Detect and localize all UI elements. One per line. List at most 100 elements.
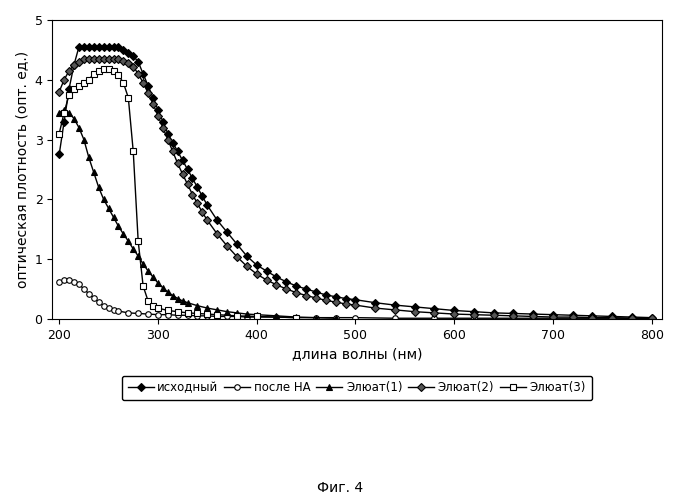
Элюат(3) bbox=[70, 86, 78, 91]
Элюат(1) bbox=[55, 110, 63, 116]
Элюат(1) bbox=[114, 223, 122, 229]
Элюат(3) bbox=[292, 314, 301, 320]
Элюат(3) bbox=[252, 314, 260, 320]
после НА bbox=[80, 286, 88, 292]
Элюат(3) bbox=[75, 82, 83, 88]
после НА bbox=[391, 315, 399, 321]
после НА bbox=[144, 311, 152, 317]
Элюат(1) bbox=[99, 196, 107, 202]
Элюат(1) bbox=[213, 307, 221, 313]
Элюат(3) bbox=[85, 77, 93, 83]
Line: Элюат(3): Элюат(3) bbox=[56, 66, 299, 320]
после НА bbox=[549, 315, 557, 321]
Элюат(3) bbox=[95, 68, 103, 74]
после НА bbox=[109, 307, 118, 313]
Элюат(1) bbox=[144, 268, 152, 274]
после НА bbox=[292, 314, 301, 320]
исходный bbox=[164, 130, 172, 136]
после НА bbox=[273, 314, 281, 320]
после НА bbox=[470, 315, 478, 321]
Элюат(3) bbox=[114, 72, 122, 78]
Элюат(1) bbox=[134, 253, 142, 259]
Элюат(3) bbox=[105, 66, 113, 72]
Элюат(1) bbox=[173, 296, 182, 302]
Элюат(1) bbox=[312, 314, 320, 320]
Line: после НА: после НА bbox=[56, 277, 654, 321]
после НА bbox=[99, 302, 107, 308]
после НА bbox=[60, 277, 68, 283]
Элюат(1) bbox=[193, 302, 201, 308]
после НА bbox=[352, 314, 360, 320]
после НА bbox=[588, 315, 596, 321]
Элюат(3) bbox=[134, 238, 142, 244]
после НА bbox=[312, 314, 320, 320]
исходный bbox=[509, 310, 517, 316]
Элюат(3) bbox=[233, 313, 241, 319]
Элюат(1) bbox=[292, 314, 301, 320]
исходный bbox=[273, 274, 281, 280]
Элюат(1) bbox=[179, 298, 187, 304]
после НА bbox=[55, 279, 63, 285]
Элюат(1) bbox=[164, 289, 172, 295]
Элюат(1) bbox=[75, 124, 83, 130]
Элюат(1) bbox=[203, 305, 211, 311]
Элюат(1) bbox=[223, 308, 231, 314]
исходный bbox=[119, 47, 127, 53]
Элюат(3) bbox=[173, 308, 182, 314]
Элюат(3) bbox=[129, 148, 137, 154]
после НА bbox=[647, 315, 656, 321]
Элюат(1) bbox=[184, 300, 192, 306]
Элюат(3) bbox=[193, 310, 201, 316]
после НА bbox=[95, 299, 103, 305]
после НА bbox=[223, 314, 231, 320]
Элюат(1) bbox=[124, 238, 133, 244]
после НА bbox=[203, 313, 211, 319]
после НА bbox=[154, 312, 162, 318]
Элюат(1) bbox=[90, 170, 98, 175]
Элюат(3) bbox=[213, 312, 221, 318]
Элюат(1) bbox=[243, 311, 251, 317]
Элюат(2) bbox=[80, 56, 88, 62]
после НА bbox=[105, 305, 113, 311]
Элюат(1) bbox=[105, 206, 113, 212]
после НА bbox=[252, 314, 260, 320]
Элюат(3) bbox=[149, 302, 157, 308]
Элюат(3) bbox=[164, 308, 172, 314]
после НА bbox=[70, 279, 78, 285]
Элюат(3) bbox=[60, 110, 68, 116]
Элюат(2) bbox=[628, 315, 636, 321]
Элюат(2) bbox=[647, 315, 656, 321]
после НА bbox=[75, 281, 83, 287]
Line: Элюат(2): Элюат(2) bbox=[56, 56, 654, 321]
после НА bbox=[213, 314, 221, 320]
Элюат(1) bbox=[332, 315, 340, 321]
Y-axis label: оптическая плотность (опт. ед.): оптическая плотность (опт. ед.) bbox=[15, 51, 29, 288]
Элюат(3) bbox=[119, 80, 127, 86]
Элюат(3) bbox=[109, 68, 118, 74]
Элюат(1) bbox=[109, 214, 118, 220]
Элюат(3) bbox=[124, 94, 133, 100]
Элюат(1) bbox=[252, 312, 260, 318]
Элюат(2) bbox=[233, 254, 241, 260]
Элюат(3) bbox=[80, 80, 88, 86]
Элюат(1) bbox=[149, 274, 157, 280]
Элюат(1) bbox=[70, 116, 78, 121]
после НА bbox=[114, 308, 122, 314]
после НА bbox=[184, 312, 192, 318]
исходный bbox=[75, 44, 83, 50]
Элюат(3) bbox=[99, 66, 107, 72]
после НА bbox=[134, 310, 142, 316]
исходный bbox=[55, 152, 63, 158]
Элюат(1) bbox=[95, 184, 103, 190]
Элюат(1) bbox=[139, 261, 147, 267]
Элюат(1) bbox=[129, 246, 137, 252]
Элюат(2) bbox=[509, 313, 517, 319]
Элюат(1) bbox=[233, 310, 241, 316]
Элюат(2) bbox=[55, 88, 63, 94]
Элюат(2) bbox=[119, 58, 127, 64]
после НА bbox=[628, 315, 636, 321]
исходный bbox=[129, 53, 137, 59]
Элюат(3) bbox=[184, 310, 192, 316]
Элюат(3) bbox=[154, 305, 162, 311]
после НА bbox=[164, 312, 172, 318]
